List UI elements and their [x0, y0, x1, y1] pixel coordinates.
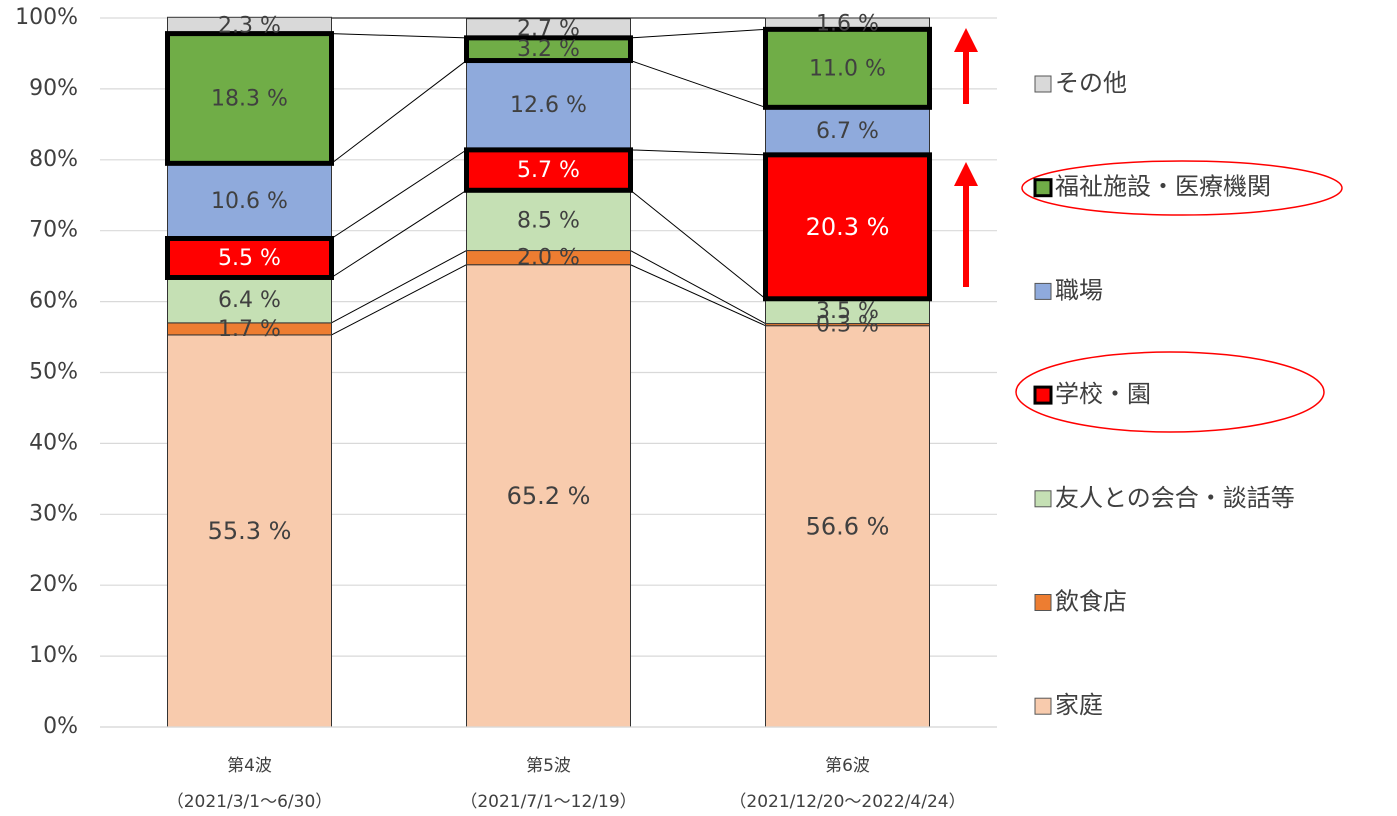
labels: 55.3 % 1.7 % 6.4 % 5.5 % 10.6 % 18.3 % 2.3 % 65…: [208, 12, 890, 545]
connector: [331, 250, 467, 324]
bars: [165, 16, 932, 728]
data-label: 3.2 %: [517, 37, 580, 62]
y-tick-label: 20%: [29, 572, 78, 597]
y-tick-label: 10%: [29, 643, 78, 668]
bar-segment: [765, 325, 930, 728]
y-tick-label: 70%: [29, 218, 78, 243]
data-label: 65.2 %: [507, 482, 591, 510]
connector: [630, 149, 766, 156]
highlight-ellipse: [1021, 160, 1343, 216]
data-label: 3.5 %: [816, 299, 879, 324]
connector: [630, 264, 766, 327]
y-tick-label: 0%: [43, 714, 78, 739]
connectors: [331, 17, 766, 336]
y-tick-label: 40%: [29, 430, 78, 455]
bar-segment: [765, 154, 930, 300]
connector: [331, 189, 467, 278]
y-tick-label: 30%: [29, 501, 78, 526]
data-label: 6.4 %: [218, 288, 281, 313]
x-tick-label: 第4波: [227, 756, 272, 776]
x-tick-label: 第5波: [526, 756, 571, 776]
data-label: 18.3 %: [211, 86, 288, 111]
data-label: 55.3 %: [208, 517, 292, 545]
legend-swatch: [1034, 594, 1052, 611]
bar-segment: [466, 264, 631, 728]
highlight-frame: [464, 147, 633, 193]
legend-label: その他: [1055, 69, 1127, 97]
highlight-frame: [464, 35, 633, 64]
arrow-head: [954, 28, 978, 52]
data-label: 20.3 %: [806, 213, 890, 241]
data-label: 0.3 %: [816, 313, 879, 338]
data-label: 2.0 %: [517, 246, 580, 271]
legend-label: 飲食店: [1055, 588, 1127, 616]
bar-segment: [765, 28, 930, 108]
legend-label: 学校・園: [1055, 380, 1151, 408]
legend-label: 友人との会合・談話等: [1055, 484, 1295, 512]
bar-segment: [765, 298, 930, 325]
bar-segment: [466, 189, 631, 252]
data-label: 5.5 %: [218, 246, 281, 271]
legend-swatch: [1034, 697, 1052, 715]
connector: [630, 60, 766, 108]
highlight-frame: [763, 26, 932, 110]
connector: [630, 28, 766, 39]
legend-label: 福祉施設・医療機関: [1055, 173, 1271, 201]
highlight-ellipse: [1015, 351, 1325, 433]
bar-segment: [167, 33, 332, 164]
x-tick-label: （2021/3/1～6/30）: [167, 792, 333, 812]
legend-label: 家庭: [1055, 691, 1103, 719]
data-label: 12.6 %: [510, 93, 587, 118]
y-tick-label: 90%: [29, 76, 78, 101]
connector: [331, 33, 467, 39]
x-tick-label: （2021/12/20～2022/4/24）: [729, 792, 965, 812]
data-label: 56.6 %: [806, 512, 890, 540]
bar-segment: [167, 276, 332, 324]
data-label: 1.7 %: [218, 317, 281, 342]
bar-segment: [765, 106, 930, 156]
y-tick-label: 80%: [29, 147, 78, 172]
data-label: 1.6 %: [816, 12, 879, 37]
data-label: 8.5 %: [517, 208, 580, 233]
y-tick-label: 100%: [15, 5, 78, 30]
legend-swatch: [1033, 385, 1053, 405]
connector: [630, 189, 766, 300]
highlight-frame: [165, 31, 334, 166]
legend-swatch: [1034, 282, 1052, 300]
y-tick-label: 50%: [29, 360, 78, 385]
connector: [331, 149, 467, 239]
data-label: 11.0 %: [809, 56, 886, 81]
bar-segment: [167, 334, 332, 728]
data-label: 5.7 %: [517, 158, 580, 183]
y-tick-label: 60%: [29, 289, 78, 314]
legend-swatch: [1033, 178, 1053, 198]
arrow-head: [954, 162, 978, 186]
legend-swatch: [1034, 490, 1052, 508]
x-tick-label: （2021/7/1～12/19）: [460, 792, 636, 812]
highlight-frame: [165, 235, 334, 280]
data-label: 6.7 %: [816, 119, 879, 144]
legend-label: 職場: [1055, 276, 1103, 304]
data-label: 10.6 %: [211, 189, 288, 214]
data-label: 2.7 %: [517, 16, 580, 41]
annotations: [954, 28, 1343, 433]
data-label: 2.3 %: [218, 13, 281, 38]
x-tick-label: 第6波: [825, 756, 870, 776]
legend-swatch: [1034, 75, 1052, 93]
highlight-frame: [763, 152, 932, 302]
bar-segment: [167, 162, 332, 239]
connector: [630, 250, 766, 325]
connector: [331, 60, 467, 164]
connector: [331, 264, 467, 336]
